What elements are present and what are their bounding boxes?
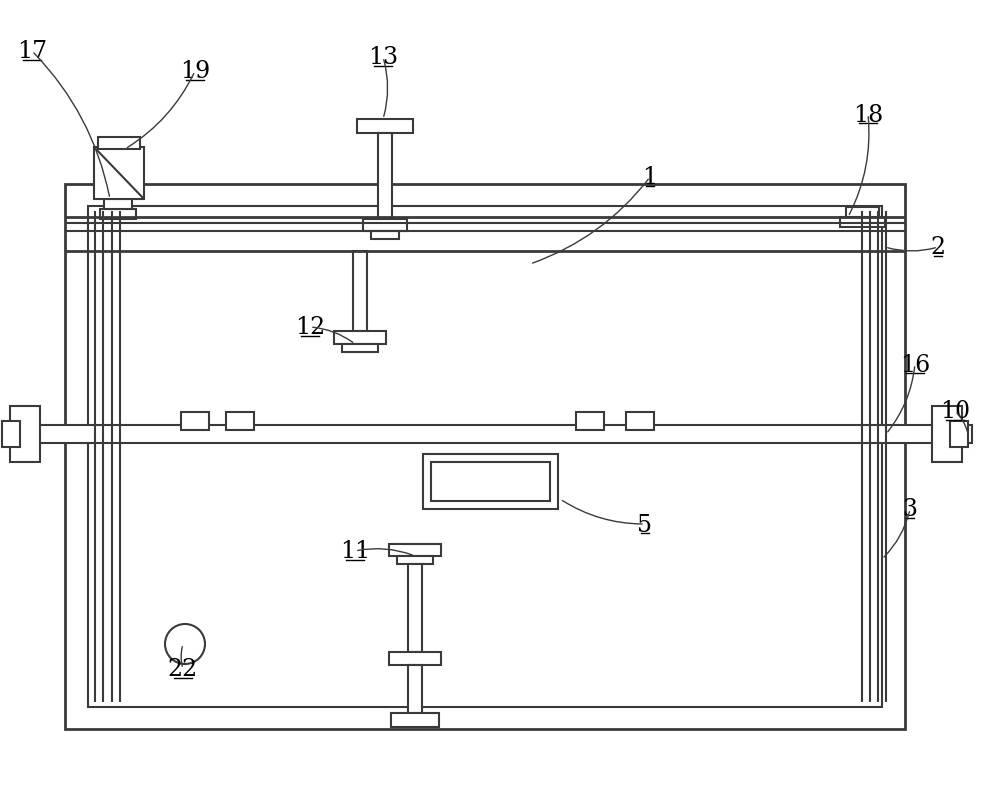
Bar (950, 422, 968, 448)
Bar (371, 232, 399, 240)
Bar (408, 564, 422, 652)
Bar (353, 251, 367, 332)
Text: 22: 22 (168, 658, 198, 680)
Bar (98, 138, 140, 150)
Text: 1: 1 (642, 166, 658, 189)
Bar (389, 652, 441, 665)
Bar (626, 413, 654, 431)
Bar (397, 556, 433, 564)
Text: 17: 17 (17, 41, 47, 63)
Text: 10: 10 (940, 400, 970, 423)
Text: 19: 19 (180, 61, 210, 84)
Bar (342, 345, 378, 353)
Text: 2: 2 (930, 236, 946, 260)
Text: 3: 3 (902, 498, 917, 521)
Text: 5: 5 (637, 513, 652, 536)
Bar (226, 413, 254, 431)
Bar (357, 120, 413, 134)
Bar (391, 713, 439, 727)
Bar (932, 406, 962, 462)
Bar (431, 462, 550, 501)
Text: 12: 12 (295, 316, 325, 339)
Bar (181, 413, 209, 431)
Bar (334, 332, 386, 345)
Bar (840, 217, 885, 228)
Bar (389, 544, 441, 556)
Text: 16: 16 (900, 353, 930, 376)
Bar (576, 413, 604, 431)
Text: 18: 18 (853, 103, 883, 127)
Bar (94, 148, 144, 200)
Bar (378, 134, 392, 220)
Circle shape (165, 624, 205, 664)
Bar (65, 185, 905, 729)
Bar (100, 210, 136, 220)
Bar (10, 406, 40, 462)
Bar (88, 207, 882, 707)
Bar (408, 665, 422, 713)
Text: 13: 13 (368, 46, 398, 70)
Bar (846, 208, 879, 217)
Bar (104, 200, 132, 210)
Bar (423, 454, 558, 509)
Bar (363, 220, 407, 232)
Bar (28, 426, 972, 444)
Bar (2, 422, 20, 448)
Text: 11: 11 (340, 540, 370, 563)
